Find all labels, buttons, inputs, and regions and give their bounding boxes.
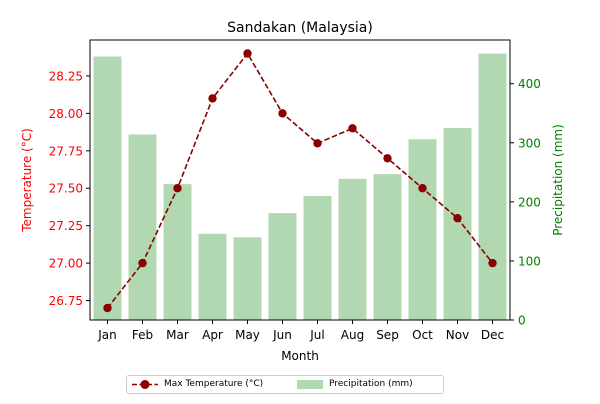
temperature-point-aug	[348, 124, 357, 133]
axes: Jan Feb Mar Apr May Jun Jul Aug Sep Oct Nov Dec 26.7…	[49, 39, 541, 342]
x-tick-label-aug: Aug	[341, 328, 364, 342]
x-tick-label-may: May	[235, 328, 260, 342]
precipitation-bar-feb	[128, 134, 157, 320]
temperature-line	[106, 52, 494, 309]
temperature-point-feb	[138, 258, 147, 268]
temperature-point-jul	[313, 139, 322, 148]
x-tick-label-dec: Dec	[481, 328, 504, 342]
temperature-line-layer	[103, 49, 497, 313]
left-tick-label: 28.25	[49, 69, 83, 83]
temperature-point-may	[243, 49, 252, 58]
right-tick-label: 200	[518, 195, 541, 209]
precipitation-bar-aug	[338, 178, 367, 320]
right-tick-label: 100	[518, 254, 541, 268]
precipitation-bar-sep	[373, 174, 402, 320]
x-tick-label-nov: Nov	[446, 328, 469, 342]
right-tick-label: 0	[518, 314, 526, 328]
temperature-point-apr	[208, 94, 217, 103]
precipitation-bar-dec	[478, 53, 507, 321]
precipitation-bar-apr	[198, 233, 227, 320]
temperature-point-mar	[173, 184, 182, 193]
temperature-point-jun	[278, 109, 287, 118]
right-tick-label: 300	[518, 136, 541, 150]
legend-line-marker-icon	[132, 380, 158, 389]
left-tick-label: 28.00	[49, 107, 83, 121]
precipitation-bar-oct	[408, 139, 437, 320]
left-tick-label: 27.75	[49, 144, 83, 158]
temperature-point-jan	[103, 303, 112, 313]
precipitation-bar-may	[233, 237, 262, 320]
x-tick-label-jun: Jun	[272, 328, 292, 342]
x-tick-label-apr: Apr	[202, 328, 223, 342]
x-tick-label-mar: Mar	[166, 328, 189, 342]
x-tick-label-oct: Oct	[412, 328, 433, 342]
left-tick-label: 27.50	[49, 182, 83, 196]
plot-frame	[89, 39, 511, 321]
precipitation-bar-jun	[268, 213, 297, 320]
precipitation-bar-mar	[163, 184, 192, 320]
right-axis-label: Precipitation (mm)	[551, 124, 565, 236]
right-tick-label: 400	[518, 77, 541, 91]
precipitation-bar-jul	[303, 195, 332, 320]
legend: Max Temperature (°C) Precipitation (mm)	[126, 375, 444, 394]
temperature-point-sep	[383, 154, 392, 163]
legend-label-precipitation: Precipitation (mm)	[329, 379, 413, 389]
left-tick-label: 26.75	[49, 294, 83, 308]
x-tick-label-feb: Feb	[132, 328, 153, 342]
x-tick-label-sep: Sep	[376, 328, 399, 342]
temperature-point-dec	[488, 258, 497, 268]
precipitation-bars	[93, 53, 507, 321]
precipitation-bar-jan	[93, 56, 122, 320]
legend-label-temperature: Max Temperature (°C)	[164, 379, 264, 389]
temperature-point-oct	[418, 184, 427, 193]
x-tick-label-jul: Jul	[309, 328, 324, 342]
x-tick-label-jan: Jan	[97, 328, 117, 342]
left-tick-label: 27.00	[49, 257, 83, 271]
precipitation-bar-nov	[443, 128, 472, 320]
left-tick-label: 27.25	[49, 219, 83, 233]
left-axis-label: Temperature (°C)	[20, 128, 34, 233]
legend-bar-swatch-icon	[297, 380, 323, 389]
x-axis-label: Month	[281, 349, 319, 363]
temperature-point-nov	[453, 213, 462, 223]
chart-title: Sandakan (Malaysia)	[227, 20, 373, 36]
